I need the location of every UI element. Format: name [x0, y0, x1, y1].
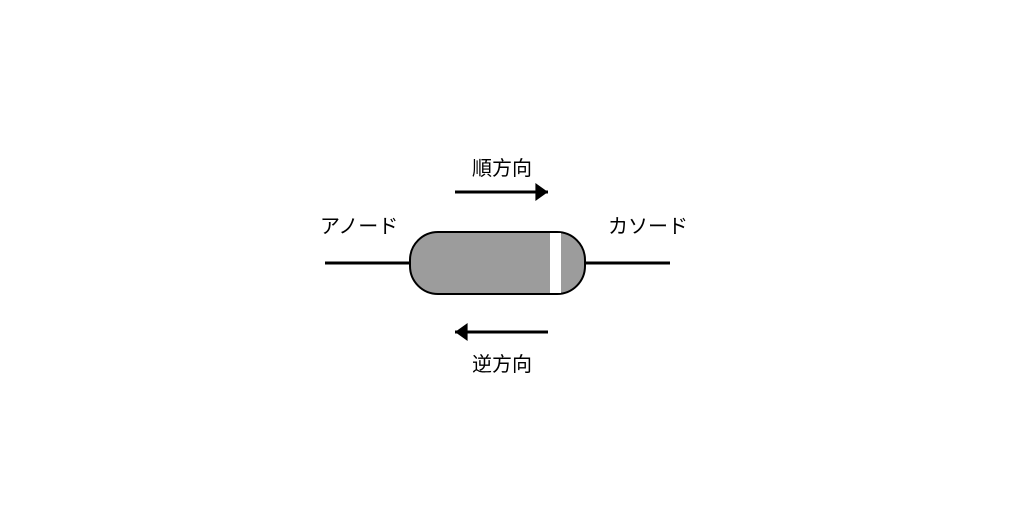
diagram-svg [0, 0, 1024, 524]
label-anode: アノード [320, 210, 398, 239]
label-forward: 順方向 [472, 152, 532, 181]
label-cathode: カソード [608, 210, 688, 239]
label-reverse: 逆方向 [472, 348, 532, 377]
diode-diagram: 順方向 逆方向 アノード カソード [0, 0, 1024, 524]
